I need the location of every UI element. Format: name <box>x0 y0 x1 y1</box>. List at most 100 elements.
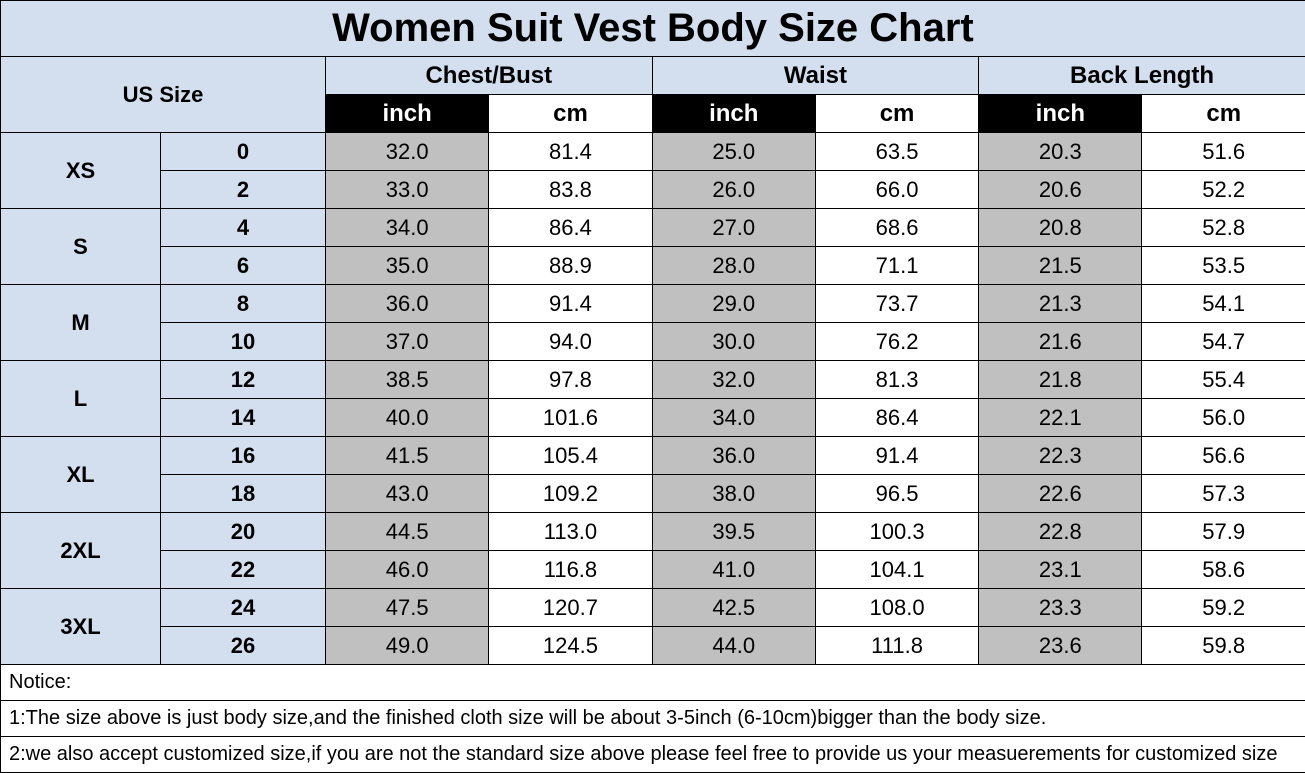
value-cell: 76.2 <box>815 323 978 361</box>
value-cell: 97.8 <box>489 361 652 399</box>
value-cell: 34.0 <box>326 209 489 247</box>
table-row: 3XL2447.5120.742.5108.023.359.2 <box>1 589 1305 627</box>
size-number: 26 <box>161 627 326 665</box>
value-cell: 81.3 <box>815 361 978 399</box>
title-row: Women Suit Vest Body Size Chart <box>1 1 1305 57</box>
value-cell: 56.0 <box>1142 399 1305 437</box>
unit-cm-back: cm <box>1142 95 1305 133</box>
value-cell: 28.0 <box>652 247 815 285</box>
value-cell: 63.5 <box>815 133 978 171</box>
value-cell: 96.5 <box>815 475 978 513</box>
notice-row: 2:we also accept customized size,if you … <box>1 737 1305 773</box>
value-cell: 52.2 <box>1142 171 1305 209</box>
value-cell: 33.0 <box>326 171 489 209</box>
unit-inch-chest: inch <box>326 95 489 133</box>
value-cell: 56.6 <box>1142 437 1305 475</box>
size-number: 10 <box>161 323 326 361</box>
table-row: 635.088.928.071.121.553.5 <box>1 247 1305 285</box>
value-cell: 44.0 <box>652 627 815 665</box>
value-cell: 66.0 <box>815 171 978 209</box>
value-cell: 55.4 <box>1142 361 1305 399</box>
value-cell: 35.0 <box>326 247 489 285</box>
notice-label: Notice: <box>1 665 1305 701</box>
value-cell: 101.6 <box>489 399 652 437</box>
size-chart-table: Women Suit Vest Body Size Chart US Size … <box>0 0 1305 773</box>
value-cell: 108.0 <box>815 589 978 627</box>
value-cell: 59.8 <box>1142 627 1305 665</box>
value-cell: 109.2 <box>489 475 652 513</box>
value-cell: 25.0 <box>652 133 815 171</box>
value-cell: 26.0 <box>652 171 815 209</box>
value-cell: 68.6 <box>815 209 978 247</box>
notice-2: 2:we also accept customized size,if you … <box>1 737 1305 773</box>
value-cell: 42.5 <box>652 589 815 627</box>
value-cell: 20.8 <box>979 209 1142 247</box>
size-number: 4 <box>161 209 326 247</box>
value-cell: 32.0 <box>652 361 815 399</box>
value-cell: 116.8 <box>489 551 652 589</box>
table-row: 1440.0101.634.086.422.156.0 <box>1 399 1305 437</box>
table-row: 2649.0124.544.0111.823.659.8 <box>1 627 1305 665</box>
value-cell: 41.5 <box>326 437 489 475</box>
value-cell: 44.5 <box>326 513 489 551</box>
value-cell: 124.5 <box>489 627 652 665</box>
size-letter: 2XL <box>1 513 161 589</box>
size-number: 0 <box>161 133 326 171</box>
value-cell: 36.0 <box>326 285 489 323</box>
value-cell: 88.9 <box>489 247 652 285</box>
value-cell: 37.0 <box>326 323 489 361</box>
table-row: 1037.094.030.076.221.654.7 <box>1 323 1305 361</box>
size-number: 24 <box>161 589 326 627</box>
value-cell: 30.0 <box>652 323 815 361</box>
table-row: 2XL2044.5113.039.5100.322.857.9 <box>1 513 1305 551</box>
notice-row: 1:The size above is just body size,and t… <box>1 701 1305 737</box>
value-cell: 57.9 <box>1142 513 1305 551</box>
table-row: XS032.081.425.063.520.351.6 <box>1 133 1305 171</box>
chart-title: Women Suit Vest Body Size Chart <box>1 1 1305 57</box>
value-cell: 29.0 <box>652 285 815 323</box>
value-cell: 91.4 <box>489 285 652 323</box>
value-cell: 111.8 <box>815 627 978 665</box>
size-number: 14 <box>161 399 326 437</box>
value-cell: 38.5 <box>326 361 489 399</box>
value-cell: 21.5 <box>979 247 1142 285</box>
value-cell: 83.8 <box>489 171 652 209</box>
value-cell: 105.4 <box>489 437 652 475</box>
header-waist: Waist <box>652 57 979 95</box>
size-letter: XS <box>1 133 161 209</box>
table-row: 1843.0109.238.096.522.657.3 <box>1 475 1305 513</box>
value-cell: 86.4 <box>489 209 652 247</box>
value-cell: 104.1 <box>815 551 978 589</box>
value-cell: 34.0 <box>652 399 815 437</box>
size-number: 22 <box>161 551 326 589</box>
value-cell: 21.3 <box>979 285 1142 323</box>
table-row: XL1641.5105.436.091.422.356.6 <box>1 437 1305 475</box>
value-cell: 54.7 <box>1142 323 1305 361</box>
size-number: 20 <box>161 513 326 551</box>
value-cell: 36.0 <box>652 437 815 475</box>
value-cell: 53.5 <box>1142 247 1305 285</box>
value-cell: 22.3 <box>979 437 1142 475</box>
table-row: 233.083.826.066.020.652.2 <box>1 171 1305 209</box>
table-row: 2246.0116.841.0104.123.158.6 <box>1 551 1305 589</box>
size-number: 2 <box>161 171 326 209</box>
value-cell: 59.2 <box>1142 589 1305 627</box>
size-number: 8 <box>161 285 326 323</box>
table-row: L1238.597.832.081.321.855.4 <box>1 361 1305 399</box>
value-cell: 27.0 <box>652 209 815 247</box>
value-cell: 58.6 <box>1142 551 1305 589</box>
header-chest: Chest/Bust <box>326 57 653 95</box>
value-cell: 71.1 <box>815 247 978 285</box>
value-cell: 23.3 <box>979 589 1142 627</box>
value-cell: 86.4 <box>815 399 978 437</box>
value-cell: 32.0 <box>326 133 489 171</box>
value-cell: 120.7 <box>489 589 652 627</box>
value-cell: 91.4 <box>815 437 978 475</box>
notice-row: Notice: <box>1 665 1305 701</box>
size-number: 12 <box>161 361 326 399</box>
table-row: M836.091.429.073.721.354.1 <box>1 285 1305 323</box>
value-cell: 73.7 <box>815 285 978 323</box>
value-cell: 41.0 <box>652 551 815 589</box>
value-cell: 21.6 <box>979 323 1142 361</box>
unit-cm-chest: cm <box>489 95 652 133</box>
